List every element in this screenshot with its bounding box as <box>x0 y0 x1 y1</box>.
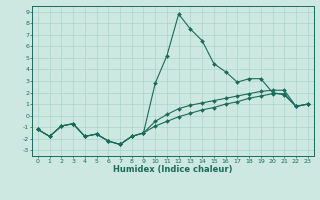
X-axis label: Humidex (Indice chaleur): Humidex (Indice chaleur) <box>113 165 233 174</box>
